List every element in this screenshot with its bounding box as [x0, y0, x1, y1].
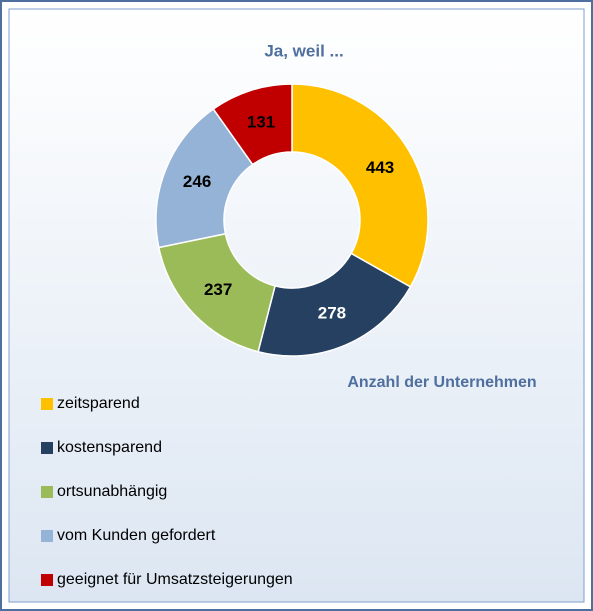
data-label: 131 — [247, 112, 275, 131]
data-label: 443 — [366, 158, 394, 177]
slice — [257, 252, 412, 357]
legend-swatch — [41, 486, 53, 498]
legend-label: zeitsparend — [57, 395, 140, 412]
legend-swatch — [41, 398, 53, 410]
legend-swatch — [41, 442, 53, 454]
slice — [212, 83, 293, 166]
legend-label: vom Kunden gefordert — [57, 527, 216, 544]
slice — [155, 107, 254, 249]
legend-swatch — [41, 574, 53, 586]
slice — [291, 83, 429, 288]
legend-swatch — [41, 530, 53, 542]
data-label: 246 — [183, 172, 211, 191]
legend-label: ortsunabhängig — [57, 483, 167, 500]
legend-label: geeignet für Umsatzsteigerungen — [57, 571, 293, 588]
data-label: 237 — [204, 280, 232, 299]
legend-label: kostensparend — [57, 439, 162, 456]
data-label: 278 — [318, 303, 346, 322]
chart-title: Ja, weil ... — [264, 41, 343, 60]
annotation: Anzahl der Unternehmen — [347, 374, 536, 391]
